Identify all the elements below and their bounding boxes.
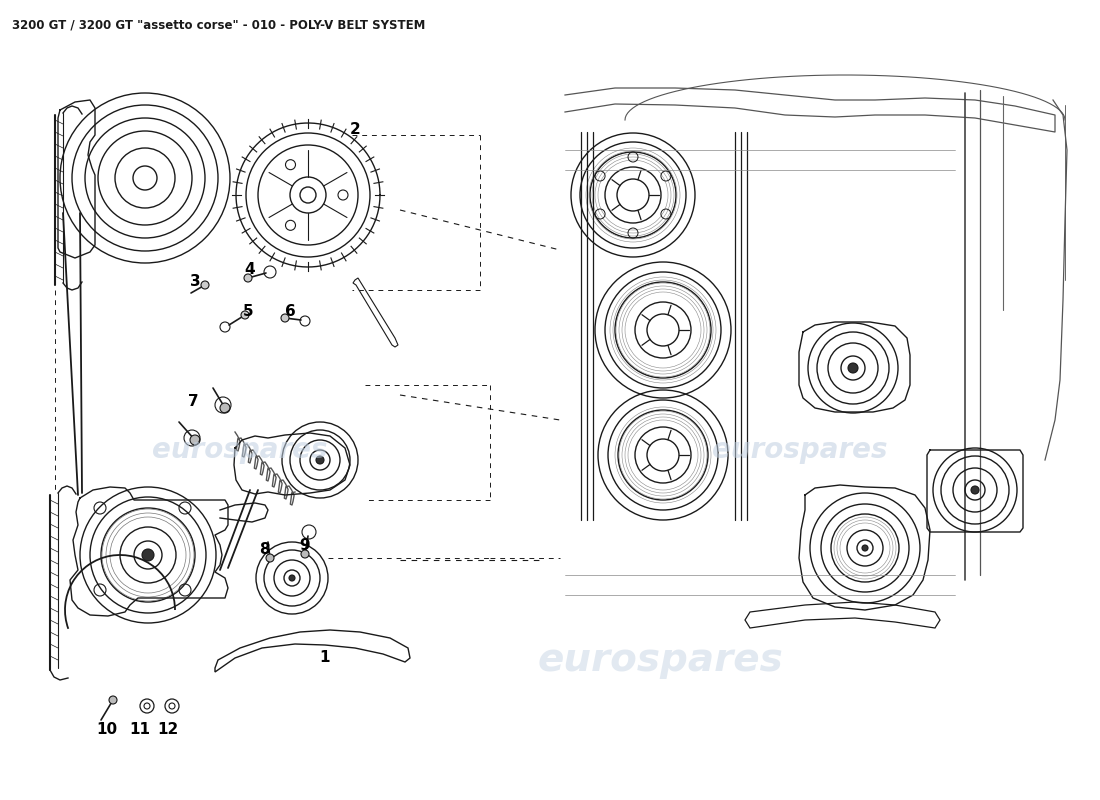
Text: 8: 8	[258, 542, 270, 558]
Circle shape	[241, 311, 249, 319]
Text: 2: 2	[350, 122, 361, 138]
Circle shape	[301, 550, 309, 558]
Circle shape	[316, 456, 324, 464]
Circle shape	[244, 274, 252, 282]
Text: 6: 6	[285, 305, 296, 319]
Circle shape	[862, 545, 868, 551]
Circle shape	[190, 435, 200, 445]
Circle shape	[201, 281, 209, 289]
Text: 3200 GT / 3200 GT "assetto corse" - 010 - POLY-V BELT SYSTEM: 3200 GT / 3200 GT "assetto corse" - 010 …	[12, 18, 426, 31]
Circle shape	[109, 696, 117, 704]
Circle shape	[142, 549, 154, 561]
Text: 10: 10	[97, 722, 118, 738]
Circle shape	[848, 363, 858, 373]
Text: 5: 5	[243, 305, 253, 319]
Text: 12: 12	[157, 722, 178, 738]
Text: 7: 7	[188, 394, 198, 410]
Circle shape	[289, 575, 295, 581]
Circle shape	[280, 314, 289, 322]
Text: 1: 1	[320, 650, 330, 665]
Circle shape	[266, 554, 274, 562]
Text: 4: 4	[244, 262, 255, 278]
Text: eurospares: eurospares	[713, 436, 888, 464]
Text: 9: 9	[299, 538, 310, 554]
Text: eurospares: eurospares	[537, 641, 783, 679]
Circle shape	[220, 403, 230, 413]
Text: eurospares: eurospares	[152, 436, 328, 464]
Text: 11: 11	[130, 722, 151, 738]
Text: 3: 3	[189, 274, 200, 290]
Circle shape	[971, 486, 979, 494]
